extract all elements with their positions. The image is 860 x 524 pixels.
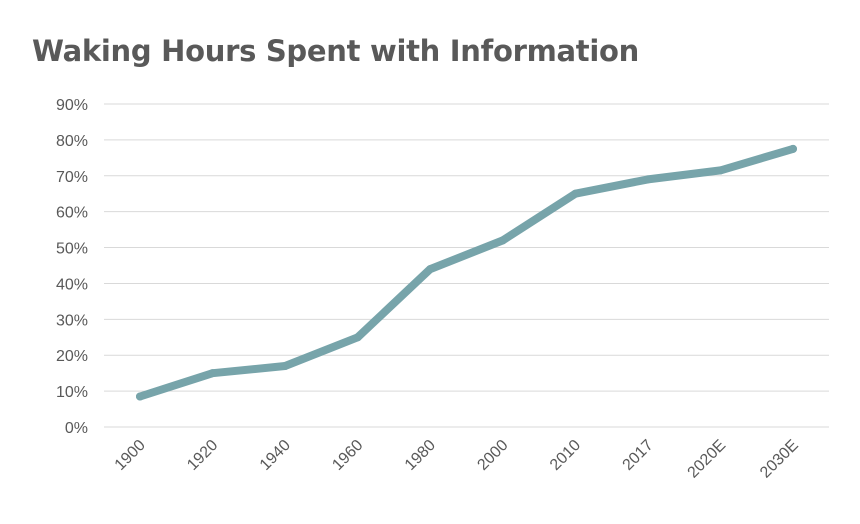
y-tick-label: 70% [56, 169, 88, 186]
data-point [789, 144, 797, 153]
y-tick-label: 40% [56, 276, 88, 293]
y-tick-label: 20% [56, 348, 88, 365]
y-tick-label: 0% [65, 420, 88, 437]
x-tick-label: 1920 [184, 437, 221, 474]
gridlines [104, 103, 829, 428]
y-tick-label: 50% [56, 241, 88, 258]
x-tick-label: 1980 [402, 437, 439, 474]
y-tick-label: 60% [56, 205, 88, 222]
x-tick-label: 2010 [547, 437, 584, 474]
y-tick-label: 80% [56, 133, 88, 150]
chart-title: Waking Hours Spent with Information [32, 34, 639, 68]
data-point [571, 189, 580, 198]
x-tick-label: 2020E [685, 437, 730, 482]
series-line [136, 144, 797, 401]
x-tick-label: 1900 [112, 437, 149, 474]
y-axis-labels: 0% 10% 20% 30% 40% 50% 60% 70% 80% 90% [56, 97, 88, 437]
x-tick-label: 2017 [620, 437, 657, 474]
data-point [136, 392, 144, 401]
data-point [498, 236, 507, 245]
x-tick-label: 1960 [329, 437, 366, 474]
data-point [643, 175, 652, 184]
data-point [716, 166, 725, 175]
x-tick-label: 2030E [757, 437, 802, 482]
data-point [426, 265, 435, 274]
y-tick-label: 10% [56, 384, 88, 401]
x-tick-label: 1940 [257, 437, 294, 474]
x-axis-labels: 1900 1920 1940 1960 1980 2000 2010 2017 2020E 203… [112, 437, 802, 482]
data-point [281, 361, 290, 370]
data-point [353, 333, 362, 342]
x-tick-label: 2000 [474, 437, 511, 474]
data-point [208, 369, 217, 378]
series-layer [136, 144, 797, 401]
y-tick-label: 30% [56, 312, 88, 329]
y-tick-label: 90% [56, 97, 88, 114]
